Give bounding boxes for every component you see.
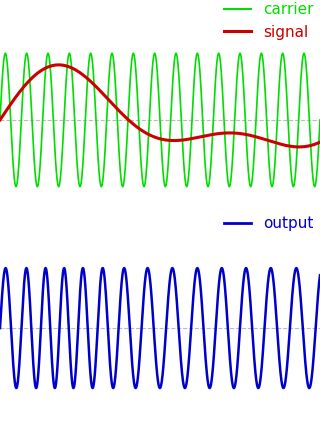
- Legend: output: output: [218, 210, 320, 237]
- Legend: carrier, signal: carrier, signal: [218, 0, 320, 46]
